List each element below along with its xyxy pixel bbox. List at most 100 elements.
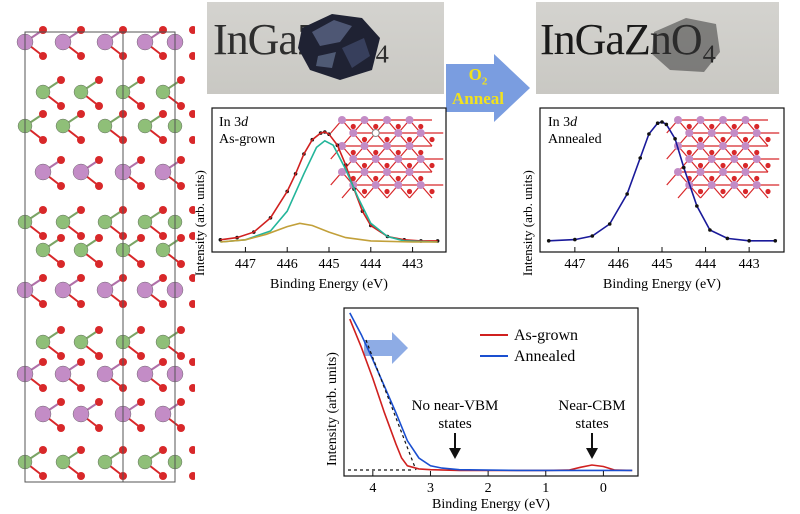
gallium-atom xyxy=(55,454,71,470)
gallium-atom xyxy=(35,334,51,350)
indium-atom xyxy=(719,142,727,150)
x-tick-label: 447 xyxy=(564,257,585,272)
series-line-1 xyxy=(349,312,633,472)
oxygen-atom xyxy=(159,26,167,34)
oxygen-atom xyxy=(137,182,145,190)
gallium-atom xyxy=(155,242,171,258)
oxygen-atom xyxy=(159,300,167,308)
indium-atom xyxy=(72,405,90,423)
annotation-cbm-line2: states xyxy=(575,416,608,432)
oxygen-atom xyxy=(39,472,47,480)
indium-atom xyxy=(338,142,346,150)
indium-atom xyxy=(394,181,403,189)
x-tick-label: 444 xyxy=(360,257,381,272)
oxygen-atom xyxy=(159,136,167,144)
oxygen-atom xyxy=(159,358,167,366)
oxygen-atom xyxy=(406,162,413,169)
oxygen-atom xyxy=(361,188,368,195)
indium-atom xyxy=(34,405,52,423)
x-tick-label: 445 xyxy=(652,257,673,272)
tangent-dashed xyxy=(365,339,417,471)
molecular-structure-inset-as-grown xyxy=(330,116,444,199)
indium-atom xyxy=(405,116,414,124)
oxygen-atom xyxy=(95,234,103,242)
oxygen-atom xyxy=(39,274,47,282)
oxygen-atom xyxy=(384,162,390,169)
oxygen-atom xyxy=(39,110,47,118)
oxygen-atom xyxy=(350,123,356,130)
anneal-arrow xyxy=(446,54,530,122)
data-point xyxy=(573,237,577,242)
oxygen-atom xyxy=(57,102,65,110)
indium-atom xyxy=(405,142,414,150)
indium-atom xyxy=(416,129,425,137)
oxygen-atom xyxy=(418,175,424,182)
oxygen-atom xyxy=(373,175,379,182)
oxygen-atom xyxy=(95,352,103,360)
x-tick-label: 447 xyxy=(235,257,256,272)
legend-label-annealed: Annealed xyxy=(514,348,575,365)
indium-atom xyxy=(54,365,72,383)
annotation-cbm-line1: Near-CBM xyxy=(558,398,625,414)
oxygen-atom xyxy=(418,123,424,130)
indium-atom xyxy=(394,155,403,163)
indium-atom xyxy=(338,168,346,176)
oxygen-atom xyxy=(189,136,195,144)
indium-atom xyxy=(674,116,682,124)
oxygen-atom xyxy=(361,162,368,169)
indium-atom xyxy=(136,281,154,299)
oxygen-atom xyxy=(395,149,401,156)
gallium-atom xyxy=(55,118,71,134)
gallium-atom xyxy=(137,454,153,470)
oxygen-atom xyxy=(159,110,167,118)
oxygen-atom xyxy=(159,52,167,60)
oxygen-atom xyxy=(177,102,185,110)
oxygen-atom xyxy=(159,384,167,392)
x-tick-label: 4 xyxy=(369,481,376,496)
gallium-atom xyxy=(97,118,113,134)
oxygen-atom xyxy=(159,446,167,454)
x-tick-label: 1 xyxy=(542,481,549,496)
sample-photo-annealed: InGaZnO₄ xyxy=(536,2,779,94)
oxygen-atom xyxy=(731,149,737,156)
oxygen-atom xyxy=(57,76,65,84)
series-line-3 xyxy=(220,222,438,243)
data-point xyxy=(747,239,751,243)
series-line-1 xyxy=(220,131,438,242)
oxygen-atom xyxy=(77,358,85,366)
oxygen-atom xyxy=(720,188,726,195)
indium-atom xyxy=(741,116,750,124)
x-tick-label: 446 xyxy=(608,257,629,272)
oxygen-atom xyxy=(95,398,103,406)
indium-atom xyxy=(719,116,727,124)
gallium-atom xyxy=(97,214,113,230)
indium-atom xyxy=(54,33,72,51)
oxygen-atom xyxy=(57,398,65,406)
indium-atom xyxy=(752,181,761,189)
indium-atom xyxy=(72,163,90,181)
oxygen-atom xyxy=(742,188,749,195)
oxygen-atom xyxy=(39,384,47,392)
indium-atom xyxy=(136,365,154,383)
oxygen-atom xyxy=(742,162,749,169)
oxygen-atom xyxy=(429,188,435,195)
oxygen-atom xyxy=(95,424,103,432)
oxygen-atom xyxy=(189,446,195,454)
data-point xyxy=(725,236,730,241)
series-line-2 xyxy=(220,139,438,243)
anneal-gas: O xyxy=(468,65,482,84)
indium-atom xyxy=(685,129,694,137)
indium-atom xyxy=(371,155,380,163)
oxygen-atom xyxy=(418,149,424,156)
oxygen-atom xyxy=(137,156,145,164)
xps-annealed-chart: Intensity (arb. units) In 3d Annealed 44… xyxy=(520,107,785,292)
oxygen-atom xyxy=(177,234,185,242)
oxygen-atom xyxy=(754,149,760,156)
oxygen-atom xyxy=(350,149,356,156)
data-point xyxy=(681,165,686,170)
gallium-atom xyxy=(97,454,113,470)
oxygen-atom xyxy=(57,234,65,242)
core-level-label: In 3d xyxy=(548,115,578,130)
indium-atom xyxy=(707,181,716,189)
indium-atom xyxy=(752,129,761,137)
